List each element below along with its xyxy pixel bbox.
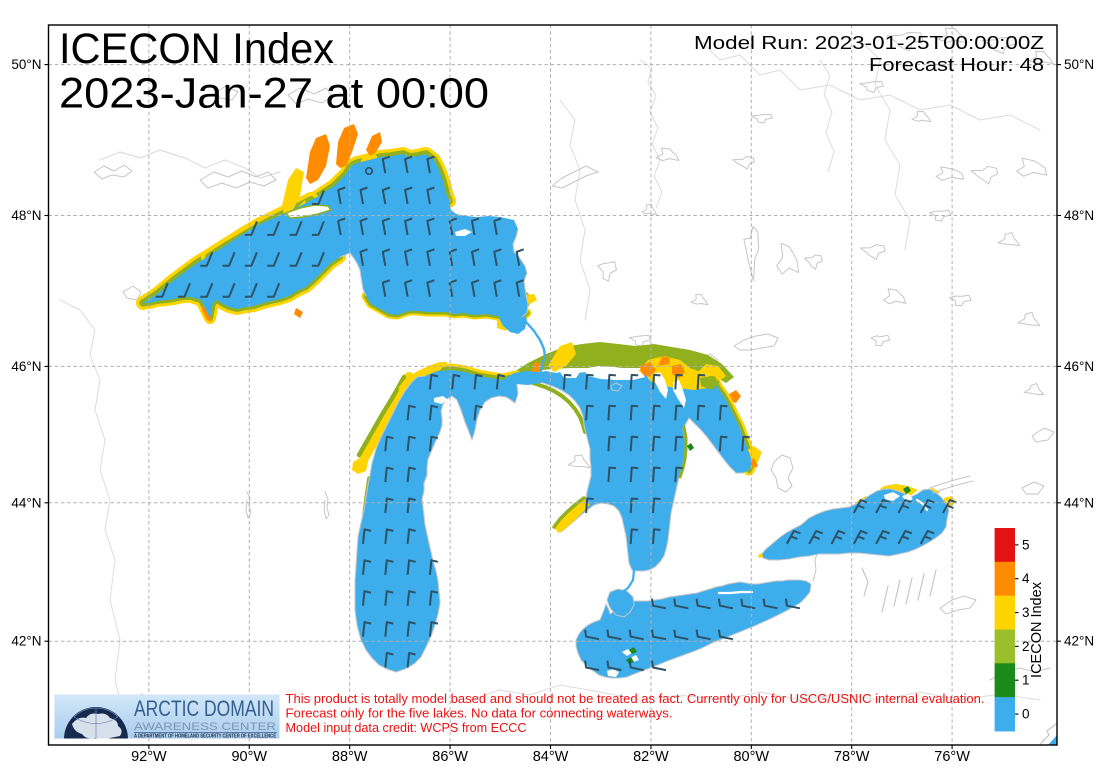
svg-text:Model input data credit: WCPS: Model input data credit: WCPS from ECCC [286, 720, 527, 735]
svg-text:ICECON Index: ICECON Index [59, 26, 334, 73]
svg-text:4: 4 [1022, 571, 1030, 586]
svg-text:48°N: 48°N [11, 208, 41, 223]
svg-text:Forecast Hour: 48: Forecast Hour: 48 [869, 55, 1044, 75]
svg-text:AWARENESS CENTER: AWARENESS CENTER [134, 721, 276, 733]
svg-text:42°N: 42°N [1064, 634, 1094, 649]
svg-text:ARCTIC DOMAIN: ARCTIC DOMAIN [134, 696, 274, 721]
svg-text:44°N: 44°N [1064, 495, 1094, 510]
svg-text:A DEPARTMENT OF HOMELAND SECUR: A DEPARTMENT OF HOMELAND SECURITY CENTER… [134, 734, 276, 740]
svg-text:46°N: 46°N [11, 359, 41, 374]
svg-text:3: 3 [1022, 605, 1030, 620]
svg-text:This product is totally model: This product is totally model based and … [286, 691, 985, 706]
svg-text:48°N: 48°N [1064, 208, 1094, 223]
svg-text:80°W: 80°W [733, 749, 769, 765]
svg-text:78°W: 78°W [834, 749, 870, 765]
svg-text:86°W: 86°W [432, 749, 468, 765]
svg-text:2: 2 [1022, 639, 1030, 654]
svg-text:5: 5 [1022, 537, 1030, 552]
svg-text:2023-Jan-27 at 00:00: 2023-Jan-27 at 00:00 [59, 71, 489, 118]
svg-text:90°W: 90°W [231, 749, 267, 765]
svg-text:Forecast only for the five lak: Forecast only for the five lakes. No dat… [286, 706, 673, 721]
svg-text:50°N: 50°N [1064, 57, 1094, 72]
svg-text:ICECON Index: ICECON Index [1029, 581, 1045, 678]
svg-text:88°W: 88°W [332, 749, 368, 765]
svg-text:82°W: 82°W [633, 749, 669, 765]
svg-text:46°N: 46°N [1064, 359, 1094, 374]
svg-text:0: 0 [1022, 707, 1030, 722]
svg-text:84°W: 84°W [533, 749, 569, 765]
svg-text:50°N: 50°N [11, 57, 41, 72]
svg-text:92°W: 92°W [131, 749, 167, 765]
svg-text:42°N: 42°N [11, 634, 41, 649]
svg-text:76°W: 76°W [934, 749, 970, 765]
svg-text:Model Run: 2023-01-25T00:00:00: Model Run: 2023-01-25T00:00:00Z [694, 33, 1044, 53]
svg-text:44°N: 44°N [11, 495, 41, 510]
svg-text:1: 1 [1022, 673, 1030, 688]
